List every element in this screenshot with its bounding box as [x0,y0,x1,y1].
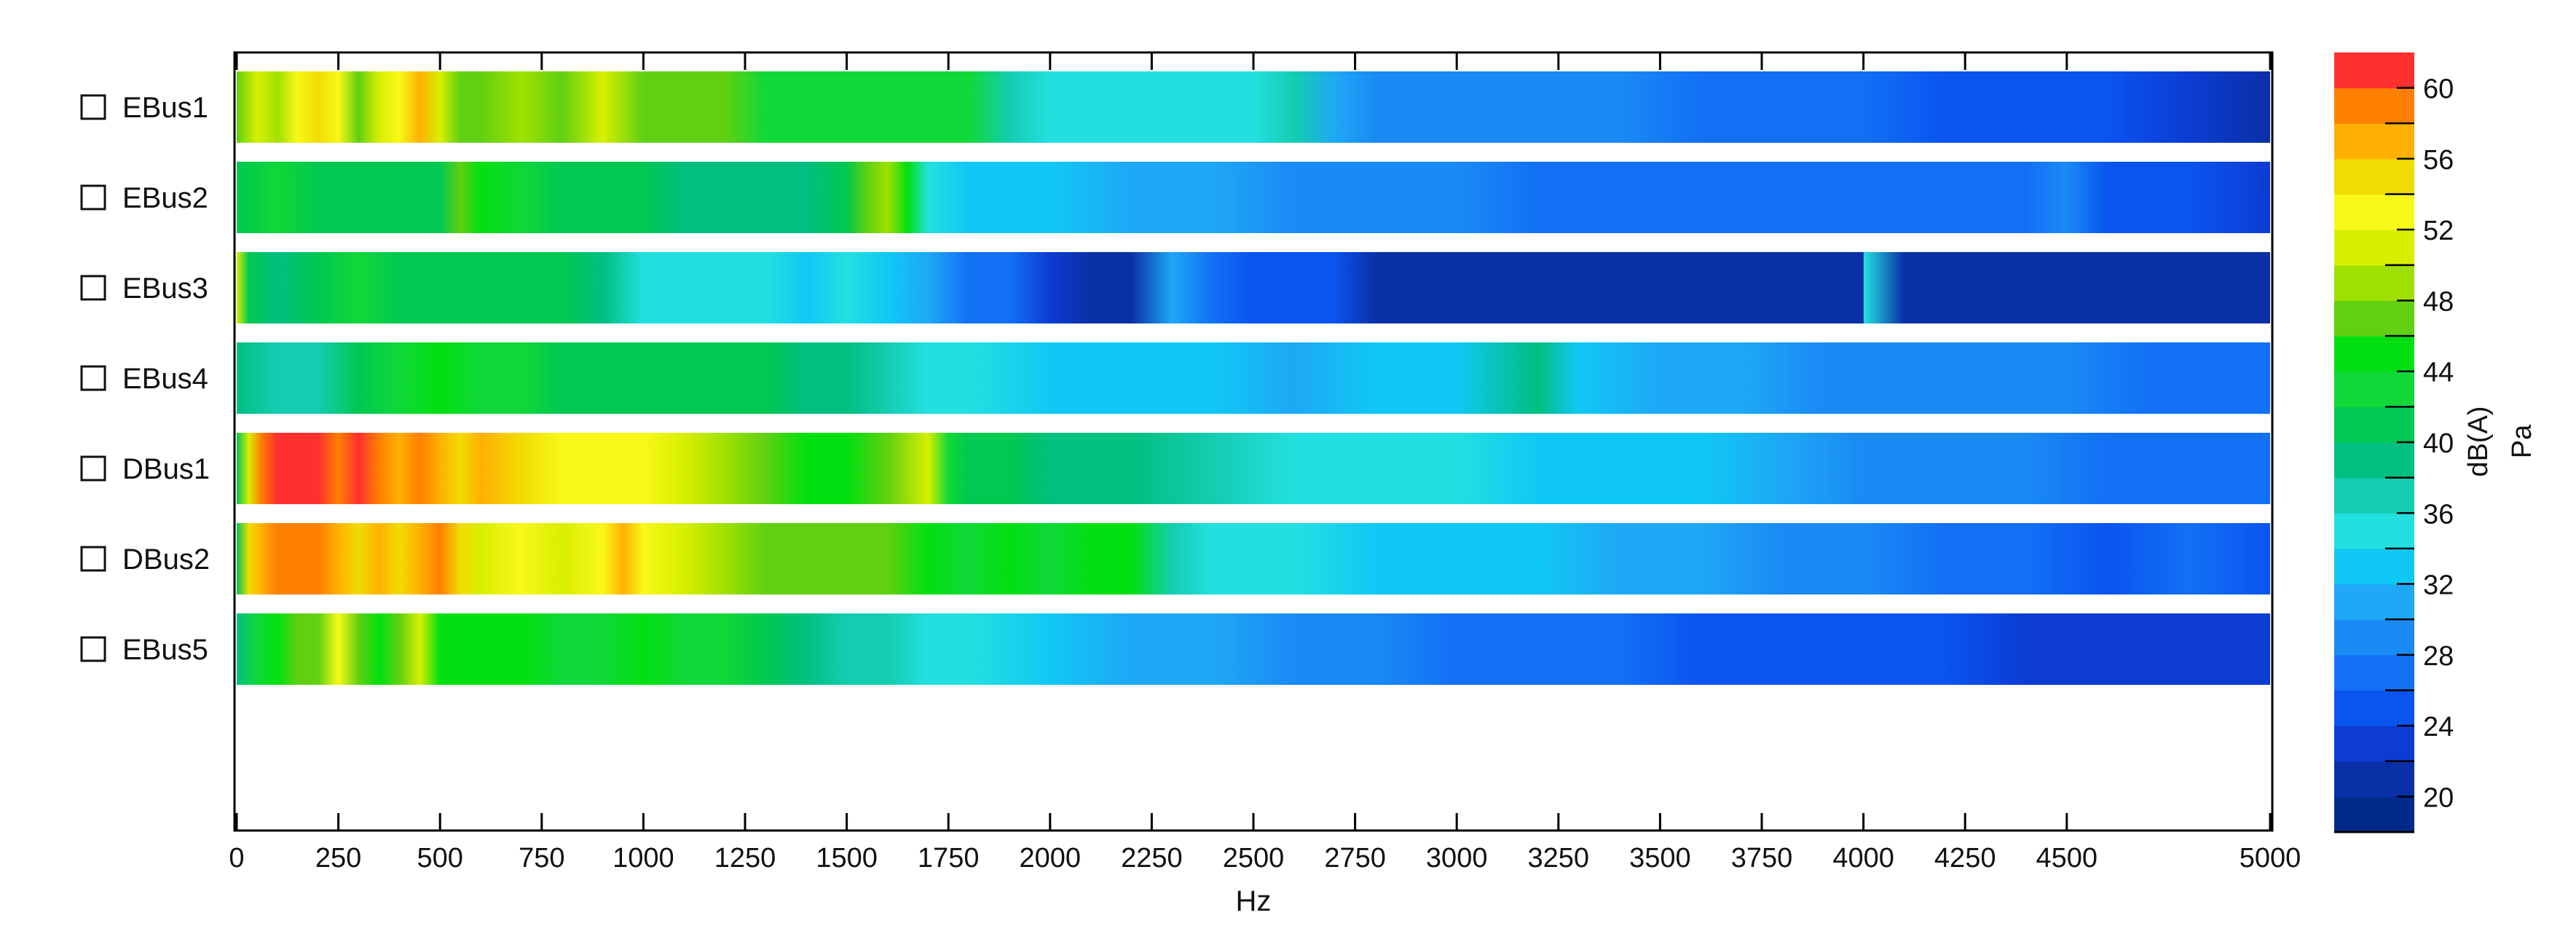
x-tick-label: 750 [519,843,564,874]
colorbar-tick-label: 44 [2423,358,2454,388]
row-label-ebus4: EBus4 [122,363,208,395]
row-checkbox-ebus1[interactable] [80,94,106,120]
x-tick-label: 4500 [2036,843,2098,874]
x-tick-label: 3500 [1629,843,1691,874]
colorbar-tick-label: 24 [2423,712,2454,742]
colorbar-band [2334,87,2414,124]
colorbar-tick-label: 40 [2423,428,2454,459]
colorbar-band [2334,229,2414,266]
x-tick-label: 1250 [714,843,776,874]
row-legend: EBus1 EBus2 EBus3 EBus4 DBus1 DBus2 EBus5 [80,92,210,666]
colorbar-band [2334,584,2414,620]
row-label-dbus2: DBus2 [122,543,210,576]
colorbar-label-pa: Pa [2507,424,2537,458]
row-label-ebus2: EBus2 [122,182,208,214]
x-tick-label: 0 [229,843,244,874]
row-label-ebus1: EBus1 [122,92,208,124]
x-tick-label: 2250 [1121,843,1183,874]
x-tick-label: 3750 [1731,843,1793,874]
colorbar-band [2334,158,2414,195]
colorbar-band [2334,619,2414,656]
colorbar-tick-label: 20 [2423,782,2454,813]
colorbar-band [2334,336,2414,372]
x-tick-label: 4250 [1934,843,1996,874]
colorbar-tick-label: 56 [2423,145,2454,176]
colorbar-band [2334,194,2414,230]
colorbar-band [2334,654,2414,691]
row-label-dbus1: DBus1 [122,453,210,485]
colorbar-band [2334,690,2414,726]
row-checkbox-dbus1[interactable] [80,455,106,482]
x-tick-label: 1500 [816,843,878,874]
colorbar-band [2334,513,2414,549]
colorbar-tick-label: 36 [2423,499,2454,530]
x-tick-label: 3250 [1528,843,1590,874]
heatmap-row-ebus4 [237,342,2270,414]
colorbar-band [2334,52,2414,89]
colorbar-band [2334,407,2414,443]
row-checkbox-ebus5[interactable] [80,636,106,662]
x-tick-label: 3000 [1426,843,1488,874]
colorbar-band [2334,442,2414,479]
x-tick-label: 4000 [1832,843,1894,874]
colorbar-band [2334,726,2414,762]
colorbar-tick-label: 48 [2423,286,2454,317]
x-tick-label: 5000 [2240,843,2301,874]
heatmap-row-dbus1 [237,433,2270,504]
colorbar-band [2334,264,2414,302]
heatmap-row-ebus3 [237,252,2270,323]
heatmap-row-ebus1 [237,71,2270,143]
colorbar-band [2334,123,2414,160]
heatmap-row-dbus2 [237,523,2270,594]
x-tick-label: 2000 [1020,843,1082,874]
colorbar-band [2334,761,2414,797]
colorbar-band [2334,548,2414,585]
heatmap-rows [237,71,2270,685]
colorbar-tick-label: 32 [2423,570,2454,601]
colorbar-band [2334,371,2414,407]
x-tick-label: 500 [417,843,462,874]
row-label-ebus3: EBus3 [122,272,208,305]
x-tick-label: 1750 [918,843,980,874]
row-label-ebus5: EBus5 [122,634,208,666]
row-checkbox-dbus2[interactable] [80,546,106,572]
x-tick-label: 1000 [613,843,674,874]
colorbar-band [2334,796,2414,833]
heatmap-row-ebus5 [237,613,2270,685]
colorbar-tick-label: 28 [2423,641,2454,672]
row-checkbox-ebus3[interactable] [80,275,106,301]
row-checkbox-ebus2[interactable] [80,184,106,211]
x-tick-label: 2750 [1324,843,1386,874]
row-checkbox-ebus4[interactable] [80,365,106,391]
colorbar-band [2334,477,2414,514]
colorbar-label-dba: dB(A) [2463,406,2494,476]
colorbar-tick-label: 52 [2423,216,2454,246]
x-tick-label: 2500 [1223,843,1285,874]
heatmap-row-ebus2 [237,162,2270,233]
x-tick-label: 250 [315,843,361,874]
colorbar: 20 24 28 32 36 40 44 48 52 56 60 [2334,52,2454,833]
x-axis-label: Hz [1236,885,1272,917]
colorbar-tick-label: 60 [2423,74,2454,105]
x-axis: 0 250 500 750 1000 1250 1500 1750 2000 2250 2500 27… [229,52,2301,874]
colorbar-band [2334,300,2414,337]
